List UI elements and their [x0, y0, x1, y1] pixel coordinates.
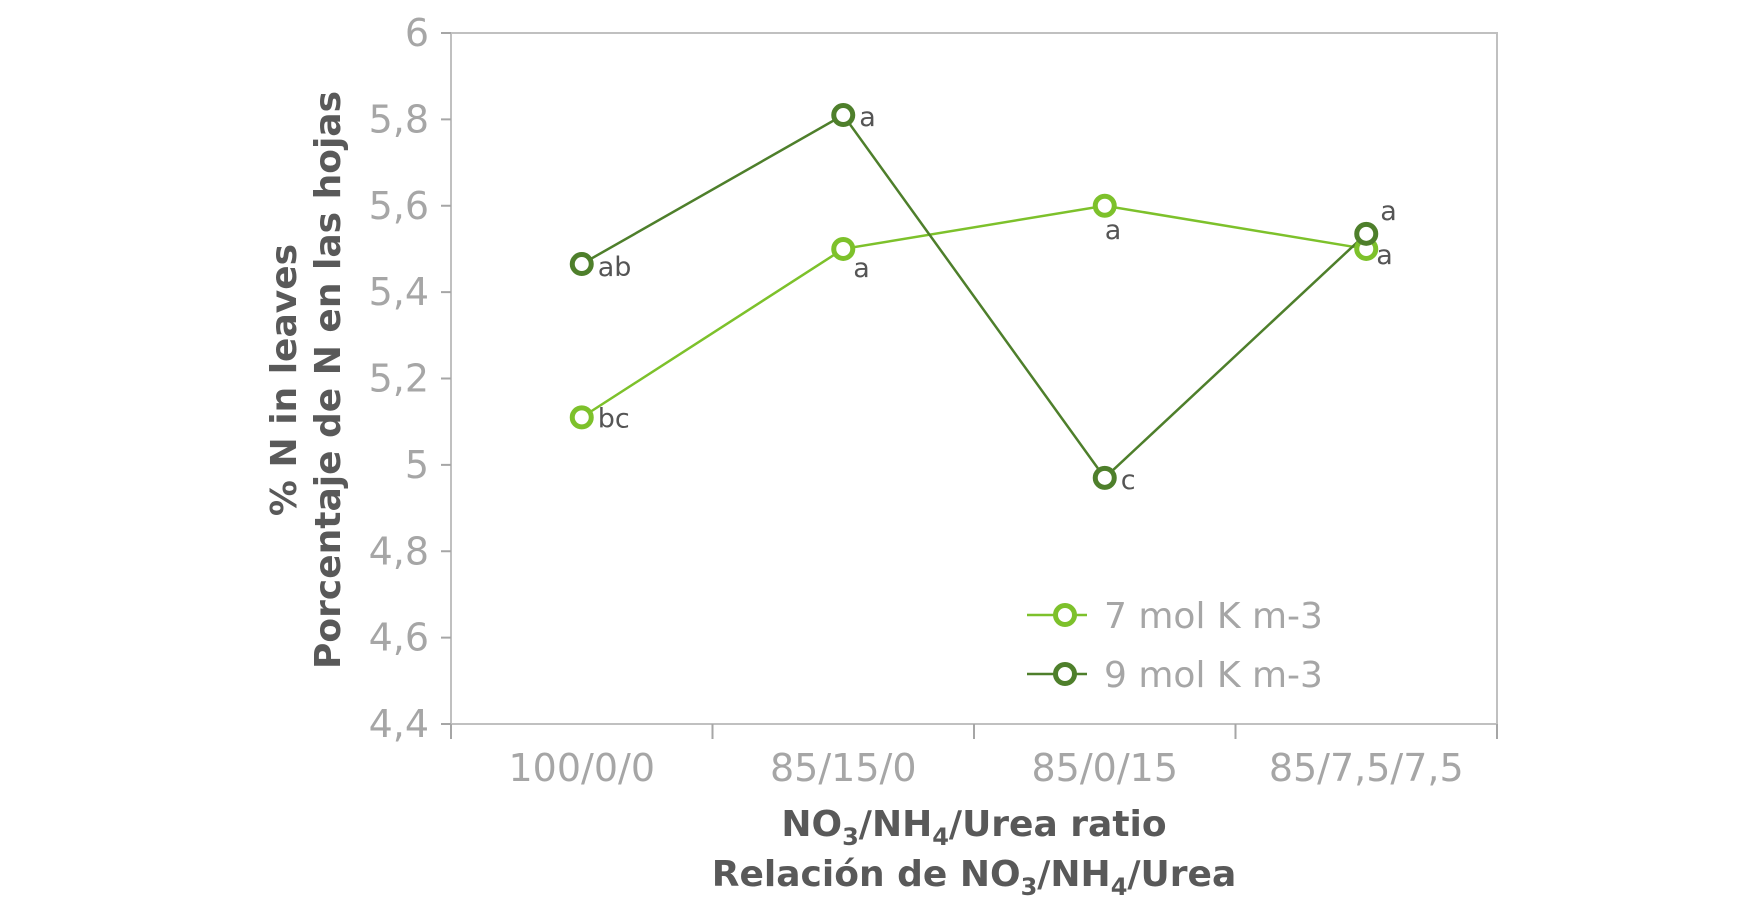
- series-line: [581, 113, 1368, 480]
- y-tick-label: 6: [405, 11, 429, 55]
- significance-label: ab: [598, 252, 632, 283]
- data-point: [1092, 193, 1117, 218]
- y-axis-title-line-2: Porcentaje de N en las hojas: [308, 91, 349, 669]
- plot-frame: [450, 32, 1498, 725]
- data-point: [1354, 221, 1379, 246]
- data-point: [831, 103, 856, 128]
- x-tick-label: 85/0/15: [1032, 746, 1179, 790]
- y-tick-label: 4,8: [369, 529, 429, 573]
- x-axis-title-line-2: Relación de NO3​/NH4​/Urea: [712, 854, 1236, 901]
- legend-swatch-marker: [1053, 662, 1077, 686]
- significance-label: a: [1380, 196, 1397, 227]
- plot-area: 4,4 4,6 4,8 5 5,2 5,4 5,6 5,8 6 100/0/0 85/15/0 85/…: [369, 11, 1498, 790]
- x-tick-label: 85/15/0: [770, 746, 917, 790]
- y-tick-label: 5,6: [369, 184, 429, 228]
- data-point: [569, 405, 594, 430]
- y-tick-label: 4,4: [369, 702, 429, 746]
- data-point: [569, 252, 594, 277]
- significance-label: a: [859, 102, 876, 133]
- y-tick-label: 5,4: [369, 270, 429, 314]
- y-tick-label: 5,2: [369, 357, 429, 401]
- x-axis-title-line-1: NO3​/NH4​/Urea ratio: [781, 804, 1166, 851]
- y-tick-label: 5,8: [369, 97, 429, 141]
- y-tick-label: 4,6: [369, 616, 429, 660]
- series-line: [581, 204, 1367, 419]
- x-tick-label: 100/0/0: [509, 746, 656, 790]
- legend: 7 mol K m-3 9 mol K m-3: [1027, 596, 1323, 696]
- y-axis-title: % N in leaves Porcentaje de N en las hoj…: [264, 91, 349, 669]
- legend-label: 7 mol K m-3: [1104, 596, 1323, 637]
- x-tick-label: 85/7,5/7,5: [1269, 746, 1464, 790]
- data-point: [1092, 465, 1117, 490]
- legend-swatch-marker: [1053, 603, 1077, 627]
- legend-label: 9 mol K m-3: [1104, 655, 1323, 696]
- significance-label: a: [1376, 240, 1393, 271]
- significance-label: c: [1121, 465, 1136, 496]
- significance-label: a: [853, 253, 870, 284]
- y-tick-label: 5: [405, 443, 429, 487]
- data-point: [831, 236, 856, 261]
- significance-label: a: [1105, 215, 1122, 246]
- y-axis-title-line-1: % N in leaves: [264, 244, 305, 516]
- significance-label: bc: [598, 403, 630, 434]
